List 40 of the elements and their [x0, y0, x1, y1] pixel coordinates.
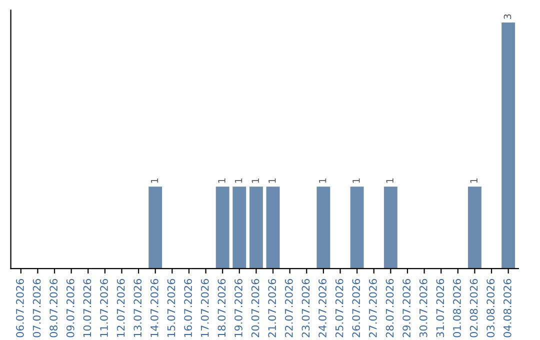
x-tick-label: 15.07.2026 [167, 278, 176, 337]
data-label: 1 [150, 178, 158, 183]
x-tick-label: 17.07.2026 [200, 278, 209, 337]
x-tick-label: 12.07.2026 [116, 278, 125, 337]
x-tick-label: 26.07.2026 [352, 278, 360, 338]
x-tick-label: 19.07.2026 [234, 278, 242, 337]
x-tick-label: 09.07.2026 [66, 278, 74, 338]
x-tick-label: 29.07.2026 [402, 278, 410, 338]
x-tick-label: 14.07.2026 [150, 278, 158, 337]
x-tick-label: 16.07.2026 [184, 278, 192, 337]
data-label: 1 [470, 178, 478, 183]
data-label: 1 [386, 178, 394, 183]
data-label: 1 [234, 178, 242, 183]
x-tick-label: 02.08.2026 [470, 278, 478, 338]
x-tick-label: 27.07.2026 [368, 278, 377, 338]
x-tick-label: 03.08.2026 [486, 278, 495, 338]
data-label: 1 [252, 178, 259, 183]
x-tick-label: 04.08.2026 [503, 278, 512, 338]
data-label: 1 [319, 178, 326, 183]
x-tick-label: 31.07.2026 [436, 278, 444, 338]
data-label: 1 [268, 178, 276, 183]
x-tick-label: 07.07.2026 [32, 278, 41, 338]
x-tick-label: 21.07.2026 [268, 278, 276, 338]
x-tick-label: 28.07.2026 [386, 278, 394, 338]
data-label: 1 [218, 178, 226, 183]
data-label: 3 [504, 14, 512, 19]
data-label: 1 [352, 178, 360, 183]
x-tick-label: 22.07.2026 [284, 278, 293, 338]
x-tick-label: 06.07.2026 [16, 278, 24, 338]
x-tick-label: 20.07.2026 [251, 278, 260, 338]
x-tick-label: 23.07.2026 [302, 278, 310, 338]
x-tick-label: 08.07.2026 [50, 278, 58, 338]
x-tick-label: 11.07.2026 [100, 278, 108, 337]
x-tick-label: 10.07.2026 [83, 278, 92, 337]
x-tick-label: 01.08.2026 [453, 278, 461, 338]
x-tick-label: 24.07.2026 [318, 278, 326, 338]
x-tick-label: 30.07.2026 [419, 278, 428, 338]
x-tick-label: 18.07.2026 [218, 278, 226, 337]
x-tick-label: 25.07.2026 [335, 278, 344, 338]
x-tick-label: 13.07.2026 [134, 278, 142, 337]
